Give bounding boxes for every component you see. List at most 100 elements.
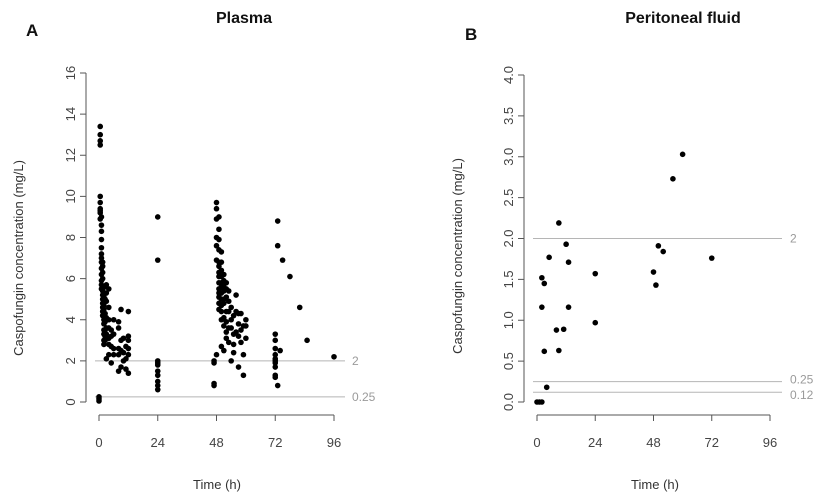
peritoneal-data-point bbox=[565, 304, 572, 310]
plasma-data-point bbox=[105, 286, 112, 292]
plasma-data-point bbox=[272, 337, 279, 344]
plasma-data-point bbox=[125, 333, 132, 340]
peritoneal-data-point bbox=[563, 241, 569, 248]
plasma-data-point bbox=[304, 337, 310, 344]
peritoneal-x-tick-label: 72 bbox=[705, 435, 719, 450]
peritoneal-data-point bbox=[660, 248, 667, 255]
plasma-y-tick-label: 14 bbox=[63, 107, 78, 121]
plasma-data-point bbox=[103, 290, 110, 296]
plasma-data-point bbox=[108, 360, 115, 366]
plasma-data-point bbox=[154, 257, 161, 263]
peritoneal-data-point bbox=[655, 243, 662, 249]
peritoneal-y-tick-label: 3.0 bbox=[501, 148, 516, 166]
plasma-x-tick-label: 0 bbox=[95, 435, 102, 450]
plasma-data-point bbox=[238, 339, 244, 346]
plasma-data-point bbox=[228, 316, 234, 323]
plasma-data-point bbox=[279, 257, 286, 263]
peritoneal-y-tick-label: 2.5 bbox=[501, 189, 516, 207]
peritoneal-y-tick-label: 1.0 bbox=[501, 311, 516, 329]
plasma-title: Plasma bbox=[216, 10, 272, 27]
plasma-data-point bbox=[213, 199, 220, 206]
plasma-data-point bbox=[97, 138, 104, 144]
plasma-data-point bbox=[98, 222, 105, 228]
plasma-data-point bbox=[118, 364, 124, 370]
plasma-data-point bbox=[120, 335, 127, 342]
plasma-data-point bbox=[272, 331, 279, 337]
peritoneal-x-tick-label: 24 bbox=[588, 435, 602, 450]
plasma-data-point bbox=[98, 228, 105, 235]
plasma-y-tick-label: 4 bbox=[63, 316, 78, 323]
plasma-data-point bbox=[99, 269, 106, 276]
plasma-data-point bbox=[274, 218, 281, 224]
peritoneal-points bbox=[534, 151, 715, 405]
plasma-data-point bbox=[235, 321, 242, 327]
plasma-y-axis-label: Caspofungin concentration (mg/L) bbox=[11, 160, 26, 356]
plasma-y-tick-label: 6 bbox=[63, 275, 78, 282]
plasma-data-point bbox=[218, 259, 225, 265]
plasma-data-point bbox=[123, 356, 129, 362]
plasma-data-point bbox=[110, 331, 117, 337]
plasma-x-tick-label: 24 bbox=[151, 435, 165, 450]
peritoneal-data-point bbox=[708, 255, 715, 261]
peritoneal-data-point bbox=[539, 304, 545, 310]
peritoneal-data-point bbox=[539, 399, 545, 405]
plasma-data-point bbox=[331, 353, 337, 360]
plasma-x-axis-label: Time (h) bbox=[193, 477, 241, 492]
plasma-data-point bbox=[154, 372, 161, 379]
plasma-data-point bbox=[98, 236, 105, 243]
plasma-data-point bbox=[125, 308, 132, 315]
plasma-data-point bbox=[154, 214, 161, 220]
plasma-reference-label: 0.25 bbox=[352, 390, 376, 404]
plasma-data-point bbox=[103, 298, 110, 305]
plasma-x-tick-label: 48 bbox=[209, 435, 223, 450]
plasma-data-point bbox=[154, 382, 161, 389]
plasma-data-point bbox=[228, 304, 234, 311]
peritoneal-data-point bbox=[556, 347, 562, 354]
plasma-data-point bbox=[223, 335, 230, 342]
peritoneal-y-tick-label: 2.0 bbox=[501, 229, 516, 247]
plasma-data-point bbox=[110, 345, 117, 352]
plasma-data-point bbox=[218, 343, 225, 350]
peritoneal-panel: B Peritoneal fluid Caspofungin concentra… bbox=[450, 10, 814, 492]
plasma-data-point bbox=[105, 351, 112, 358]
plasma-points bbox=[96, 123, 337, 404]
plasma-data-point bbox=[125, 351, 132, 358]
plasma-y-tick-label: 2 bbox=[63, 357, 78, 364]
plasma-y-tick-label: 0 bbox=[63, 398, 78, 405]
plasma-data-point bbox=[154, 362, 161, 368]
plasma-y-tick-label: 10 bbox=[63, 189, 78, 203]
plasma-data-point bbox=[216, 214, 222, 220]
plasma-data-point bbox=[154, 386, 161, 393]
peritoneal-reference-label: 0.25 bbox=[790, 373, 814, 387]
peritoneal-y-tick-label: 4.0 bbox=[501, 66, 516, 84]
plasma-data-point bbox=[213, 205, 220, 212]
peritoneal-data-point bbox=[565, 259, 572, 266]
plasma-x-tick-label: 72 bbox=[268, 435, 282, 450]
peritoneal-y-tick-label: 3.5 bbox=[501, 107, 516, 125]
peritoneal-data-point bbox=[539, 274, 545, 281]
plasma-data-point bbox=[223, 319, 230, 325]
plasma-y-tick-label: 16 bbox=[63, 66, 78, 80]
plasma-data-point bbox=[105, 316, 112, 323]
plasma-data-point bbox=[272, 364, 279, 370]
plasma-data-point bbox=[115, 368, 122, 374]
plasma-data-point bbox=[230, 312, 237, 319]
plasma-data-point bbox=[216, 236, 222, 243]
plasma-data-point bbox=[211, 382, 217, 389]
plasma-data-point bbox=[118, 306, 124, 313]
plasma-data-point bbox=[125, 370, 132, 377]
plasma-data-point bbox=[96, 394, 102, 400]
plasma-data-point bbox=[110, 351, 117, 358]
plasma-data-point bbox=[296, 304, 303, 311]
plasma-data-point bbox=[103, 331, 110, 337]
plasma-data-point bbox=[213, 242, 220, 249]
peritoneal-axes: 0.0 0.5 1.0 1.5 2.0 2.5 3.0 3.5 4.0 0 24 48 72 96 2 0.2… bbox=[501, 66, 814, 450]
plasma-data-point bbox=[99, 275, 106, 282]
plasma-data-point bbox=[97, 142, 104, 148]
plasma-data-point bbox=[110, 316, 117, 323]
peritoneal-x-tick-label: 0 bbox=[533, 435, 540, 450]
plasma-data-point bbox=[274, 382, 281, 389]
peritoneal-y-tick-label: 1.5 bbox=[501, 270, 516, 288]
plasma-data-point bbox=[99, 263, 106, 270]
